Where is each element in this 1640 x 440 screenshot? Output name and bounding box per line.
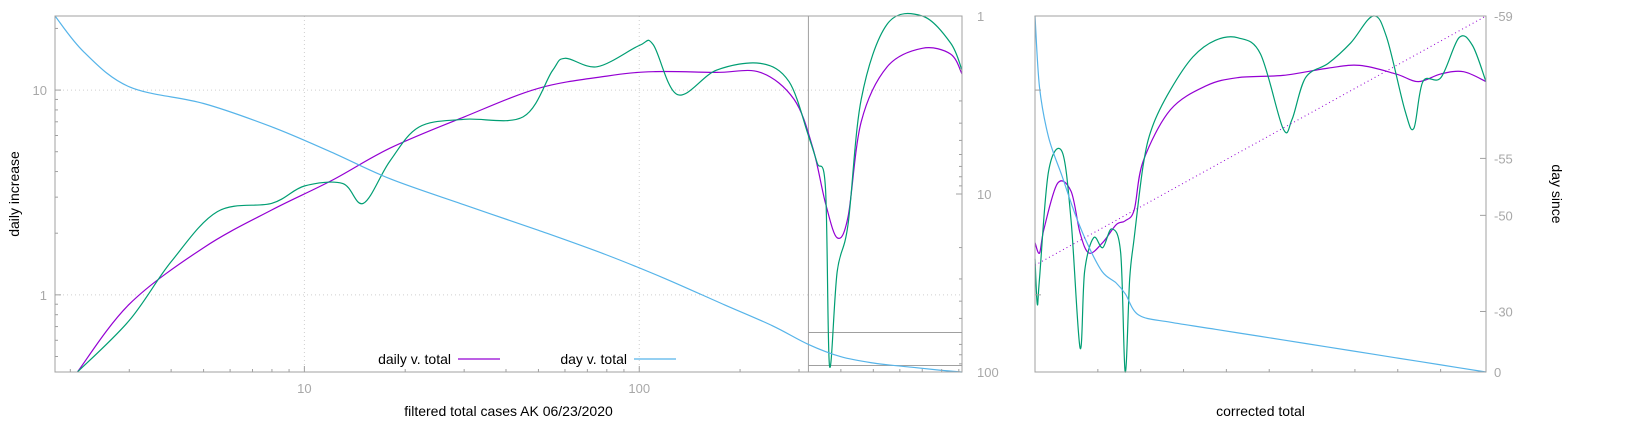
- right-series: [1034, 15, 1487, 373]
- legend-daily-v-total-label: daily v. total: [378, 351, 451, 367]
- right-tick-labels: -59 -55 -50 -30 0: [1035, 9, 1513, 380]
- right-x-axis-label: corrected total: [1216, 403, 1305, 419]
- series-day-v-total: [54, 15, 963, 373]
- series-smoothed: [1034, 64, 1487, 254]
- legend: daily v. total day v. total: [378, 351, 676, 367]
- y-right-tick-label: 10: [977, 187, 991, 202]
- left-tick-labels: 10 100 10 1 1 10 100: [33, 9, 999, 396]
- right-y-axis-label: day since: [1549, 164, 1565, 223]
- y-left-tick-label: 1: [40, 288, 47, 303]
- y-left-tick-label: 10: [33, 83, 47, 98]
- y-right-tick-label: 100: [977, 365, 999, 380]
- x-tick-label: 100: [628, 381, 650, 396]
- y-right-tick-label: -30: [1494, 304, 1513, 319]
- left-grid: [55, 16, 962, 372]
- series-day: [1034, 15, 1487, 373]
- right-plot-frame: [1034, 15, 1487, 373]
- left-x-axis-label: filtered total cases AK 06/23/2020: [404, 403, 613, 419]
- left-panel: 10 100 10 1 1 10 100 filtered total cases AK 0…: [6, 9, 999, 419]
- y-right-tick-label: -55: [1494, 151, 1513, 166]
- left-series: [54, 12, 963, 373]
- left-lines: [807, 16, 962, 372]
- right-panel: -59 -55 -50 -30 0 corrected total day since: [1034, 9, 1565, 419]
- series-daily-v-total: [76, 47, 963, 373]
- legend-day-v-total-label: day v. total: [560, 351, 627, 367]
- y-right-tick-label: 1: [977, 9, 984, 24]
- y-right-tick-label: 0: [1494, 365, 1501, 380]
- series-raw-daily-increase: [76, 12, 963, 373]
- left-y-axis-label: daily increase: [6, 151, 22, 237]
- x-tick-label: 10: [297, 381, 311, 396]
- series-raw: [1034, 15, 1487, 373]
- y-right-tick-label: -50: [1494, 208, 1513, 223]
- y-right-tick-label: -59: [1494, 9, 1513, 24]
